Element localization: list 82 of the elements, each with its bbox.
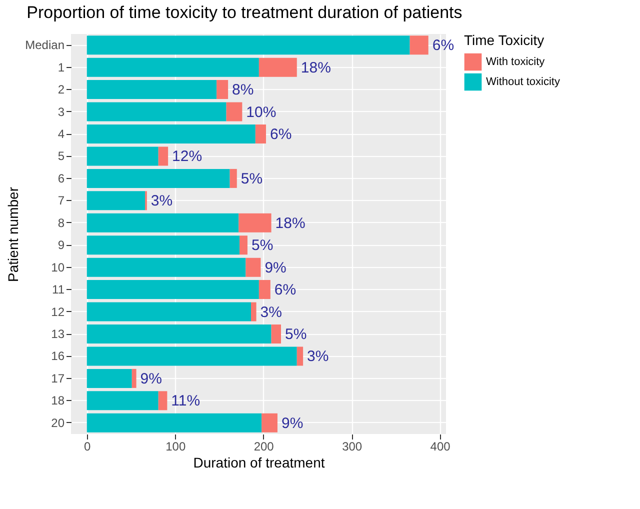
y-tick-label: 16 — [51, 349, 65, 364]
bar — [240, 236, 248, 255]
legend-label: With toxicity — [486, 56, 546, 68]
y-tick-label: 2 — [58, 82, 65, 97]
bar — [86, 346, 297, 366]
y-tick-label: 7 — [58, 194, 65, 208]
x-axis-title: Duration of treatment — [193, 454, 325, 470]
bar — [86, 58, 259, 77]
bar — [238, 213, 272, 232]
bar — [86, 280, 259, 300]
bar — [251, 302, 256, 322]
bar — [86, 168, 230, 188]
y-tick-label: 18 — [51, 394, 65, 408]
bar — [86, 302, 251, 322]
y-tick-label: 5 — [58, 149, 65, 164]
bar — [86, 191, 146, 210]
annotation: 18% — [275, 214, 306, 232]
y-tick-label: 1 — [58, 60, 65, 74]
y-tick-label: 11 — [52, 282, 65, 297]
bar — [246, 258, 261, 277]
bar — [132, 368, 136, 388]
annotation: 10% — [246, 104, 276, 121]
y-tick-label: 20 — [51, 416, 65, 430]
y-tick-label: 3 — [58, 104, 65, 119]
annotation: 11% — [171, 392, 200, 410]
legend-title: Time Toxicity — [464, 32, 544, 48]
annotation: 3% — [307, 348, 329, 366]
bar — [262, 413, 278, 432]
bar — [230, 168, 237, 188]
annotation: 6% — [432, 37, 454, 54]
annotation: 3% — [150, 192, 173, 210]
annotation: 9% — [140, 370, 162, 388]
bar — [86, 146, 158, 166]
annotation: 9% — [264, 259, 286, 276]
legend-label: Without toxicity — [486, 76, 560, 88]
y-tick-label: 17 — [51, 371, 65, 386]
x-tick-label: 200 — [254, 440, 274, 454]
annotation: 12% — [172, 148, 202, 166]
bar — [86, 391, 158, 410]
annotation: 3% — [260, 304, 282, 321]
bar — [86, 213, 239, 232]
bar — [86, 368, 132, 388]
bar — [86, 258, 246, 277]
bar — [216, 80, 228, 100]
bar — [86, 236, 240, 255]
bar — [271, 324, 281, 344]
annotation: 9% — [281, 414, 304, 432]
y-tick-label: 9 — [58, 238, 65, 252]
x-tick-label: 0 — [84, 440, 92, 454]
bar — [226, 102, 242, 122]
annotation: 6% — [270, 126, 292, 143]
annotation: 5% — [285, 326, 307, 343]
y-axis-title: Patient number — [5, 186, 22, 282]
y-tick-label: 12 — [51, 304, 65, 319]
bar — [296, 346, 304, 366]
bar — [86, 36, 410, 55]
bar — [258, 280, 270, 300]
y-tick-label: 4 — [58, 127, 65, 141]
bar — [86, 124, 256, 144]
bar — [255, 124, 266, 144]
chart-title: Proportion of time toxicity to treatment duration of patients — [26, 3, 462, 22]
bar — [86, 413, 262, 432]
y-tick-label: 10 — [51, 260, 65, 274]
x-tick-label: 300 — [342, 440, 362, 454]
y-tick-label: Median — [25, 38, 64, 52]
bar — [86, 324, 272, 344]
annotation: 8% — [232, 82, 254, 99]
y-tick-label: 6 — [58, 171, 65, 186]
annotation: 5% — [251, 237, 274, 254]
annotation: 18% — [300, 59, 331, 76]
bar — [258, 58, 297, 77]
bar — [158, 146, 168, 166]
bar — [86, 80, 217, 100]
x-tick-label: 100 — [166, 440, 186, 454]
annotation: 6% — [274, 282, 296, 299]
bar — [410, 36, 428, 55]
bar — [158, 391, 168, 410]
x-tick-label: 400 — [430, 440, 451, 454]
y-tick-label: 8 — [58, 216, 65, 230]
annotation: 5% — [240, 170, 263, 188]
bar — [86, 102, 226, 122]
y-tick-label: 13 — [51, 327, 65, 341]
